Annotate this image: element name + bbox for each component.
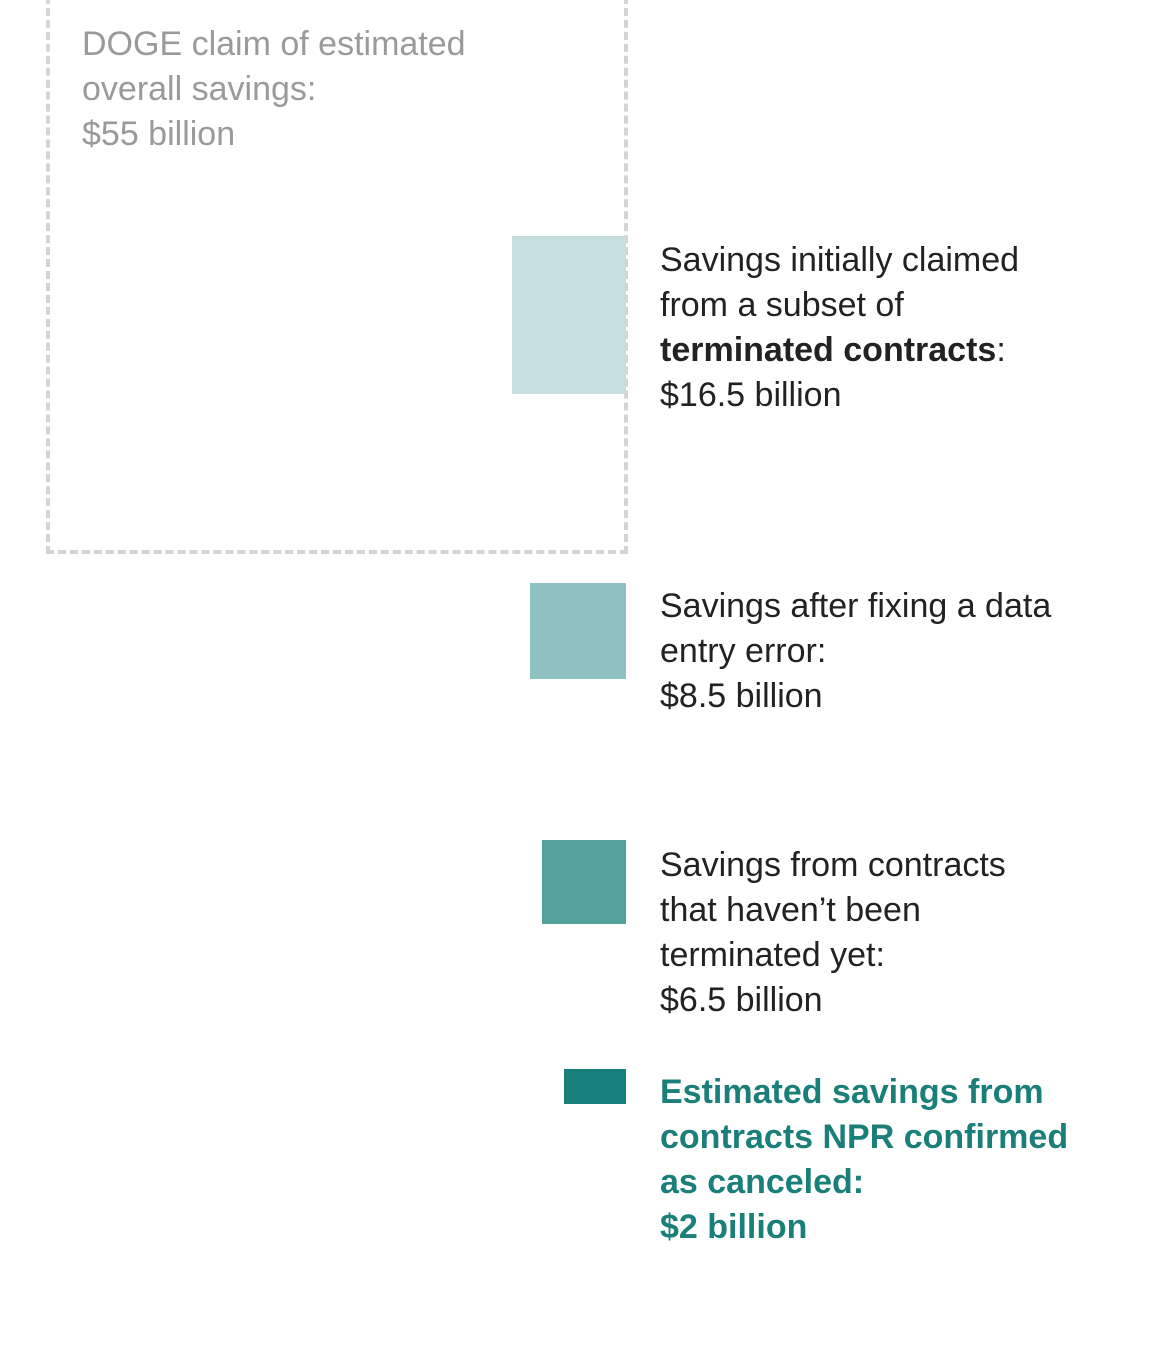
label-value: $55 billion — [82, 115, 236, 153]
label-line: terminated yet: — [660, 936, 885, 974]
label-bold-text: terminated contracts — [660, 331, 997, 369]
label-line: Savings initially claimed — [660, 241, 1020, 279]
label-line: from a subset of — [660, 286, 904, 324]
label-value: $16.5 billion — [660, 376, 842, 414]
label-line: DOGE claim of estimated — [82, 25, 466, 63]
label-line: Savings after fixing a data — [660, 587, 1052, 625]
label-bold-suffix: : — [996, 331, 1006, 369]
label-line: entry error: — [660, 632, 827, 670]
label-line-bold: terminated contracts: — [660, 328, 1120, 373]
label-after-fix: Savings after fixing a data entry error:… — [660, 584, 1120, 719]
label-line: overall savings: — [82, 70, 317, 108]
doge-claim-outline — [46, 0, 628, 554]
label-not-terminated: Savings from contracts that haven’t been… — [660, 843, 1120, 1023]
bar-after-fix — [530, 583, 626, 679]
label-value: $8.5 billion — [660, 677, 823, 715]
bar-confirmed — [564, 1069, 626, 1104]
label-confirmed: Estimated savings from contracts NPR con… — [660, 1070, 1120, 1250]
label-value: $6.5 billion — [660, 981, 823, 1019]
bar-initial-subset — [512, 236, 626, 394]
label-value: $2 billion — [660, 1208, 808, 1246]
label-doge-claim: DOGE claim of estimated overall savings:… — [82, 22, 542, 157]
label-line: Estimated savings from — [660, 1073, 1044, 1111]
label-line: Savings from contracts — [660, 846, 1006, 884]
label-line: as canceled: — [660, 1163, 865, 1201]
label-initial-subset: Savings initially claimed from a subset … — [660, 238, 1120, 418]
label-line: that haven’t been — [660, 891, 921, 929]
bar-not-terminated — [542, 840, 626, 924]
label-line: contracts NPR confirmed — [660, 1118, 1069, 1156]
